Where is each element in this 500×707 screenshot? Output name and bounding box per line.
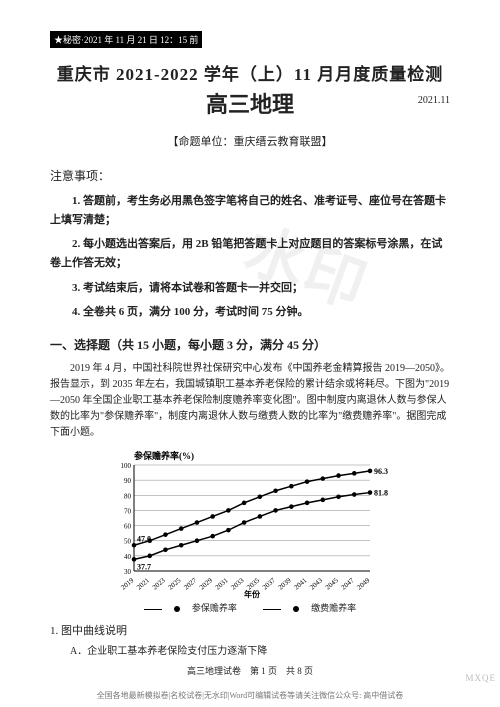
svg-text:2049: 2049 xyxy=(355,576,371,591)
svg-text:40: 40 xyxy=(124,553,132,561)
notice-item-3: 3. 考试结束后，请将本试卷和答题卡一并交回； xyxy=(50,279,450,298)
svg-text:30: 30 xyxy=(124,568,132,576)
svg-text:2025: 2025 xyxy=(167,576,183,591)
corner-watermark: MXQE xyxy=(466,673,497,683)
svg-text:47.0: 47.0 xyxy=(137,534,151,543)
page-footer: 高三地理试卷 第 1 页 共 8 页 xyxy=(0,664,500,677)
svg-text:2041: 2041 xyxy=(292,576,308,591)
svg-text:50: 50 xyxy=(124,538,132,546)
chart-legend: 参保赡养率 缴费赡养率 xyxy=(100,601,400,614)
legend-cbsy: 参保赡养率 xyxy=(192,603,237,613)
title-main: 重庆市 2021-2022 学年（上）11 月月度质量检测 xyxy=(50,60,450,85)
svg-text:81.8: 81.8 xyxy=(374,489,388,498)
svg-text:2019: 2019 xyxy=(119,576,135,591)
notice-item-4: 4. 全卷共 6 页，满分 100 分，考试时间 75 分钟。 xyxy=(50,303,450,322)
svg-text:2037: 2037 xyxy=(261,576,277,591)
svg-text:37.7: 37.7 xyxy=(137,562,151,571)
svg-text:2023: 2023 xyxy=(151,576,167,591)
section1-title: 一、选择题（共 15 小题，每小题 3 分，满分 45 分） xyxy=(50,336,450,353)
svg-text:2039: 2039 xyxy=(277,576,293,591)
svg-text:2029: 2029 xyxy=(198,576,214,591)
org-line: 【命题单位：重庆缙云教育联盟】 xyxy=(50,133,450,149)
chart-svg: 参保赡养率(%)30405060708090100201920212023202… xyxy=(100,449,400,599)
date-small: 2021.11 xyxy=(418,95,450,106)
svg-text:90: 90 xyxy=(124,477,132,485)
title-sub: 高三地理 xyxy=(206,87,294,119)
svg-text:2043: 2043 xyxy=(308,576,324,591)
legend-jfsy: 缴费赡养率 xyxy=(311,603,356,613)
q1-optA: A．企业职工基本养老保险支付压力逐渐下降 xyxy=(70,642,450,657)
notice-label: 注意事项： xyxy=(50,167,450,184)
page-caption: 全国各地最新模拟卷|名校试卷|无水印|Word可编辑试卷等请关注微信公众号: 高… xyxy=(0,690,500,701)
q1-number: 1. 图中曲线说明 xyxy=(50,622,450,638)
svg-text:2027: 2027 xyxy=(182,576,198,591)
notice-item-1: 1. 答题前，考生务必用黑色签字笔将自己的姓名、准考证号、座位号在答题卡上填写清… xyxy=(50,192,450,229)
svg-text:80: 80 xyxy=(124,492,132,500)
section1-intro: 2019 年 4 月，中国社科院世界社保研究中心发布《中国养老金精算报告 201… xyxy=(50,361,450,441)
chart-container: 参保赡养率(%)30405060708090100201920212023202… xyxy=(100,449,400,614)
svg-text:2047: 2047 xyxy=(340,576,356,591)
svg-text:参保赡养率(%): 参保赡养率(%) xyxy=(134,450,194,461)
notice-item-2: 2. 每小题选出答案后，用 2B 铅笔把答题卡上对应题目的答案标号涂黑，在试卷上… xyxy=(50,235,450,272)
svg-text:2031: 2031 xyxy=(214,576,230,591)
svg-text:60: 60 xyxy=(124,523,132,531)
svg-text:100: 100 xyxy=(121,462,132,470)
secrecy-tag: ★秘密·2021 年 11 月 21 日 12：15 前 xyxy=(50,31,202,48)
svg-text:年份: 年份 xyxy=(244,589,261,599)
svg-text:2045: 2045 xyxy=(324,576,340,591)
svg-text:70: 70 xyxy=(124,508,132,516)
svg-text:96.3: 96.3 xyxy=(374,467,388,476)
svg-text:2021: 2021 xyxy=(135,576,151,591)
